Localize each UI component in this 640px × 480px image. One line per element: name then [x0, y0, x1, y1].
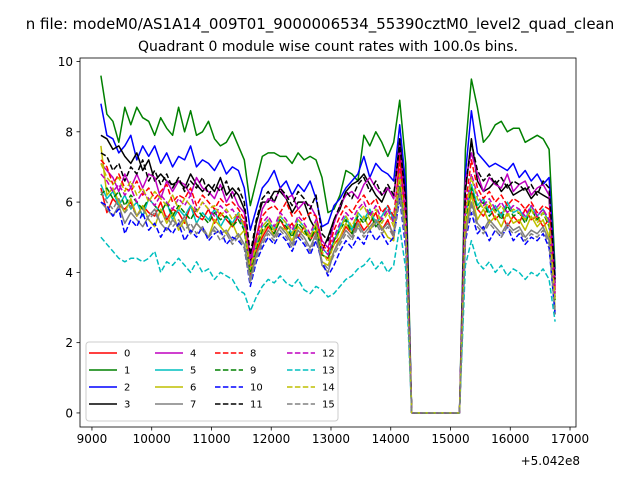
legend-label-3: 3 — [124, 400, 130, 411]
x-tick-label: 16000 — [491, 432, 529, 446]
legend-label-7: 7 — [190, 400, 196, 411]
series-line-1 — [100, 75, 556, 414]
series-line-9 — [100, 180, 556, 414]
series-line-3 — [100, 134, 556, 414]
legend-label-2: 2 — [124, 383, 130, 394]
legend-label-12: 12 — [322, 349, 335, 360]
legend-label-1: 1 — [124, 366, 130, 377]
x-tick-label: 15000 — [431, 432, 469, 446]
series-line-7 — [100, 187, 556, 414]
series-line-14 — [100, 163, 556, 414]
series-line-8 — [100, 159, 556, 414]
series-line-12 — [100, 169, 556, 414]
legend-label-11: 11 — [250, 400, 263, 411]
series-line-11 — [100, 141, 556, 414]
legend-label-9: 9 — [250, 366, 256, 377]
legend-label-14: 14 — [322, 383, 335, 394]
legend-label-13: 13 — [322, 366, 335, 377]
figure-suptitle: n file: modeM0/AS1A14_009T01_9000006534_… — [26, 15, 615, 34]
x-tick-label: 17000 — [551, 432, 589, 446]
legend-label-5: 5 — [190, 366, 196, 377]
chart-title: Quadrant 0 module wise count rates with … — [138, 39, 518, 55]
y-tick-label: 4 — [65, 266, 73, 280]
plot-area: 9000 10000 11000 12000 13000 14000 15000 16000 1… — [58, 55, 589, 446]
legend-label-15: 15 — [322, 400, 335, 411]
legend-label-0: 0 — [124, 349, 130, 360]
series-line-10 — [100, 197, 556, 414]
series-lines — [100, 75, 556, 414]
series-line-13 — [100, 225, 556, 414]
x-tick-label: 13000 — [312, 432, 350, 446]
legend-box — [85, 341, 339, 422]
x-tick-label: 14000 — [372, 432, 410, 446]
axes-frame — [79, 57, 577, 428]
x-tick-label: 10000 — [133, 432, 171, 446]
legend-label-8: 8 — [250, 349, 256, 360]
legend-label-6: 6 — [190, 383, 196, 394]
x-tick-label: 12000 — [252, 432, 290, 446]
series-line-4 — [100, 145, 556, 414]
x-tick-label: 11000 — [192, 432, 230, 446]
y-tick-label: 8 — [65, 125, 73, 139]
y-tick-label: 0 — [65, 406, 73, 420]
legend-label-4: 4 — [190, 349, 196, 360]
y-tick-label: 10 — [58, 55, 73, 69]
y-tick-label: 6 — [65, 196, 73, 210]
x-offset-label: +5.042e8 — [521, 454, 580, 468]
legend-label-10: 10 — [250, 383, 263, 394]
series-line-15 — [100, 191, 556, 414]
y-tick-label: 2 — [65, 336, 73, 350]
series-line-2 — [100, 103, 556, 414]
x-tick-label: 9000 — [77, 432, 108, 446]
